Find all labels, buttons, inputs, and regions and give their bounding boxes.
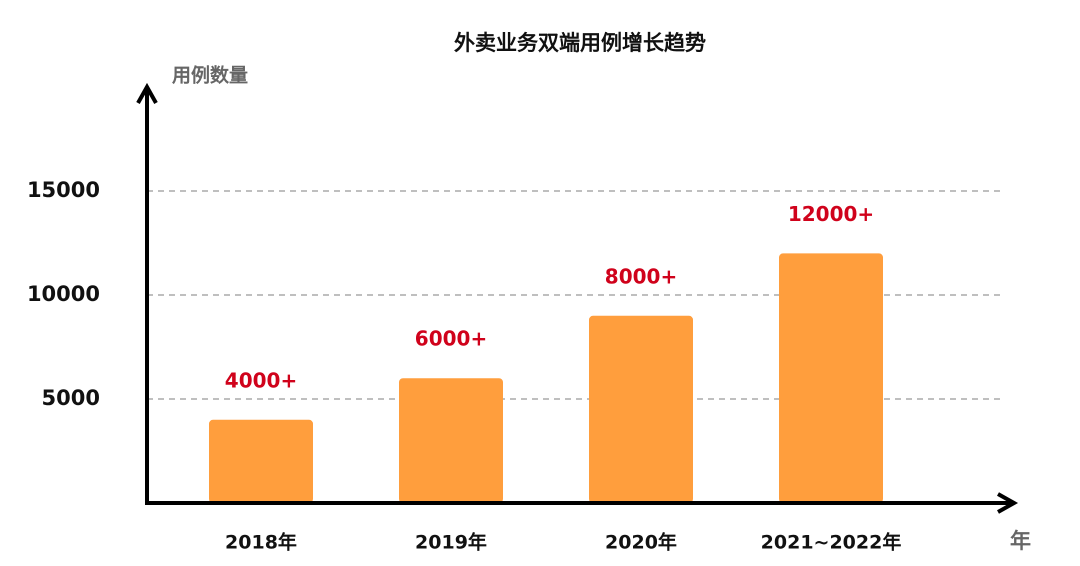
bar-annotation: 12000+ xyxy=(788,202,874,226)
y-axis-arrow xyxy=(136,82,158,104)
bar xyxy=(209,419,313,503)
y-tick-label: 15000 xyxy=(27,178,100,202)
x-axis-label: 年 xyxy=(1010,529,1031,553)
y-tick-label: 5000 xyxy=(42,386,100,410)
bar xyxy=(399,378,503,503)
bar-annotation: 8000+ xyxy=(605,264,677,288)
chart-title: 外卖业务双端用例增长趋势 xyxy=(454,31,706,55)
bar xyxy=(779,253,883,503)
x-tick-label: 2019年 xyxy=(415,531,487,554)
bar-annotation: 6000+ xyxy=(415,327,487,351)
bar xyxy=(589,315,693,503)
y-axis-label: 用例数量 xyxy=(172,64,248,87)
x-tick-label: 2020年 xyxy=(605,531,677,554)
x-axis-arrow xyxy=(997,492,1019,514)
x-tick-label: 2018年 xyxy=(225,531,297,554)
y-tick-label: 10000 xyxy=(27,282,100,306)
bar-annotation: 4000+ xyxy=(225,368,297,392)
x-tick-label: 2021~2022年 xyxy=(761,531,902,554)
